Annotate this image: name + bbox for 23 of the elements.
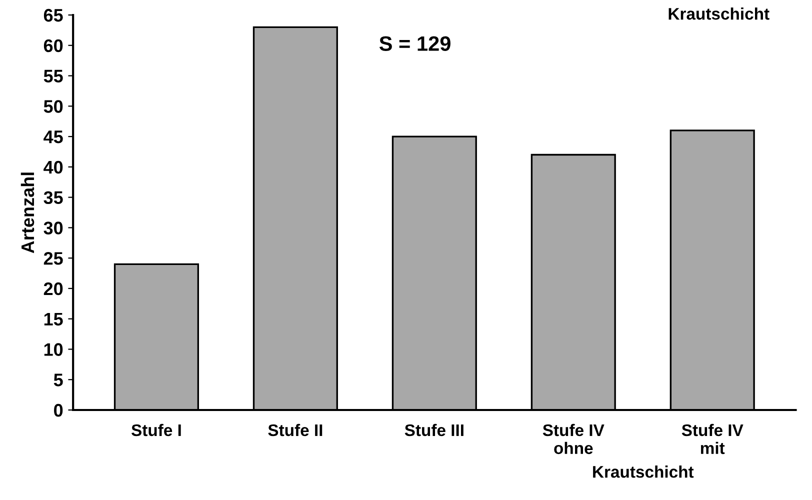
y-tick-label: 30 — [44, 222, 63, 234]
y-tick-label: 10 — [44, 343, 63, 356]
y-axis-title: Artenzahl — [20, 172, 34, 254]
x-tick-label: Stufe IV ohne — [542, 424, 604, 454]
x-tick-label: Stufe IV mit — [682, 424, 744, 454]
annotation: S = 129 — [379, 36, 450, 51]
x-tick-label: Stufe III — [404, 424, 464, 436]
text: Krautschicht — [593, 466, 694, 478]
y-tick-label: 40 — [44, 160, 63, 174]
y-tick-label: 0 — [54, 404, 63, 417]
y-tick-label: 55 — [44, 70, 63, 82]
x-tick-label: Stufe I — [131, 424, 181, 436]
y-tick-label: 65 — [44, 8, 63, 22]
x-tick-label: Stufe II — [268, 424, 322, 436]
y-tick-label: 45 — [44, 130, 63, 144]
y-tick-label: 20 — [44, 282, 63, 296]
y-tick-label: 60 — [44, 39, 63, 52]
y-tick-label: 50 — [44, 100, 63, 113]
y-tick-label: 15 — [44, 312, 63, 326]
y-tick-label: 25 — [44, 252, 63, 265]
y-tick-label: 5 — [54, 374, 63, 386]
y-tick-label: 35 — [44, 191, 63, 204]
chart-title: Krautschicht — [668, 8, 770, 20]
